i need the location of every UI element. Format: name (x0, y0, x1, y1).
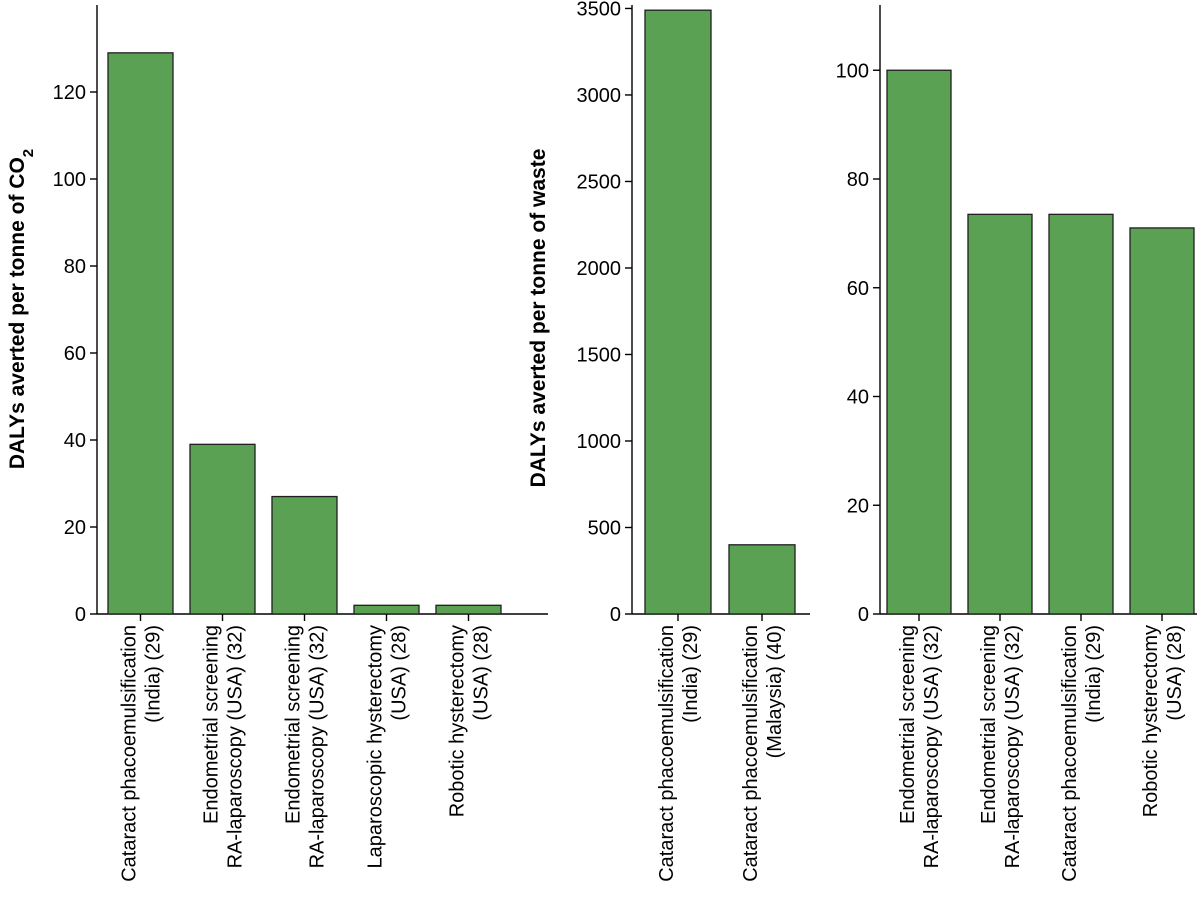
x-category-label: Endometrial screening (201, 625, 223, 824)
bar (107, 52, 174, 615)
y-tick-label: 100 (836, 60, 869, 82)
y-axis-title-subscript: 2 (20, 149, 37, 157)
y-tick-label: 100 (53, 169, 86, 191)
y-tick-label: 40 (64, 430, 86, 452)
y-tick-label: 20 (847, 495, 869, 517)
x-category-label: Endometrial screening (283, 625, 305, 824)
x-category-label: RA-laparoscopy (USA) (32) (921, 625, 943, 868)
x-category-label: (India) (29) (680, 625, 702, 723)
bar (886, 69, 952, 615)
x-category-label: Endometrial screening (897, 625, 919, 824)
x-category-label: (India) (29) (143, 625, 165, 723)
x-category-label: Laparoscopic hysterectomy (365, 625, 387, 868)
bar (967, 213, 1033, 615)
y-tick-label: 0 (75, 604, 86, 626)
y-tick-label: 0 (858, 604, 869, 626)
x-category-label: RA-laparoscopy (USA) (32) (225, 625, 247, 868)
bar (353, 604, 420, 615)
bar (728, 544, 796, 615)
x-category-label: (India) (29) (1083, 625, 1105, 723)
y-tick-label: 500 (588, 517, 621, 539)
x-category-label: (USA) (28) (471, 625, 493, 721)
x-category-label: Endometrial screening (978, 625, 1000, 824)
bar (644, 9, 712, 615)
bar (189, 443, 256, 615)
bar (271, 495, 338, 615)
y-tick-label: 80 (64, 256, 86, 278)
x-category-label: RA-laparoscopy (USA) (32) (1002, 625, 1024, 868)
x-category-label: (USA) (28) (389, 625, 411, 721)
x-category-label: Cataract phacoemulsification (740, 625, 762, 882)
bar (435, 604, 502, 615)
y-tick-label: 60 (64, 343, 86, 365)
y-tick-label: 0 (610, 604, 621, 626)
y-tick-label: 1500 (577, 344, 622, 366)
y-tick-label: 80 (847, 169, 869, 191)
y-axis-title: DALYs averted per tonne of CO2 (6, 149, 37, 469)
x-category-label: RA-laparoscopy (USA) (32) (307, 625, 329, 868)
y-tick-label: 40 (847, 387, 869, 409)
chart-panel-2: 0 500 1000 1500 2000 2500 3000 3500 Cataract pha… (527, 0, 810, 882)
y-tick-label: 2000 (577, 258, 622, 280)
x-category-label: (Malaysia) (40) (764, 625, 786, 758)
y-tick-label: 20 (64, 517, 86, 539)
x-category-label: Cataract phacoemulsification (1059, 625, 1081, 882)
x-category-label: Cataract phacoemulsification (119, 625, 141, 882)
y-tick-label: 120 (53, 82, 86, 104)
y-tick-label: 2500 (577, 171, 622, 193)
bar (1129, 227, 1195, 615)
y-tick-label: 3000 (577, 85, 622, 107)
chart-panel-1: 0 20 40 60 80 100 120 Cataract phacoemulsificat… (6, 5, 548, 882)
x-category-label: (USA) (28) (1164, 625, 1186, 721)
y-tick-label: 3500 (577, 0, 622, 20)
y-tick-label: 60 (847, 278, 869, 300)
x-category-label: Cataract phacoemulsification (656, 625, 678, 882)
bar (1048, 213, 1114, 615)
x-category-label: Robotic hysterectomy (447, 625, 469, 817)
y-tick-label: 1000 (577, 431, 622, 453)
x-category-label: Robotic hysterectomy (1140, 625, 1162, 817)
y-axis-title: DALYs averted per tonne of waste (527, 149, 550, 488)
